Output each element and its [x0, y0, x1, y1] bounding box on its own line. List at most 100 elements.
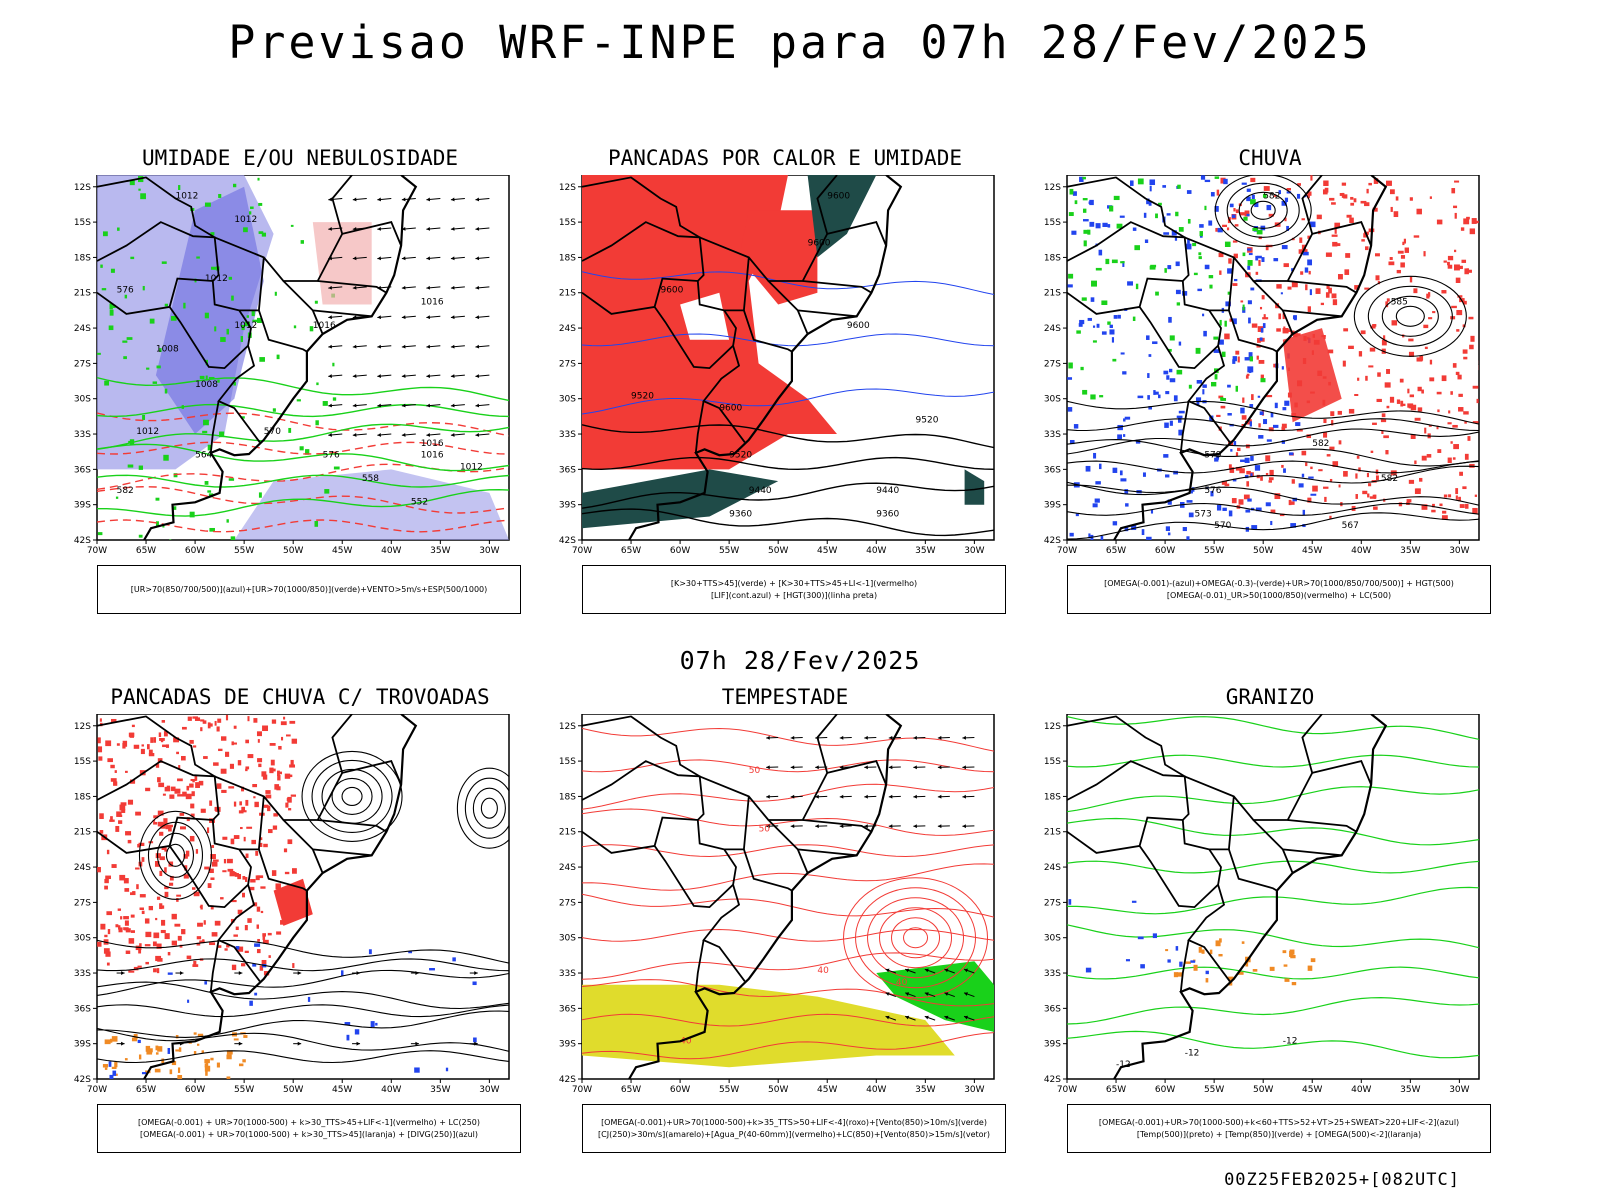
wind-vector-head	[450, 344, 455, 349]
field-speckle	[108, 325, 114, 331]
contour-line	[1067, 786, 1479, 813]
field-speckle	[1458, 496, 1461, 502]
field-speckle	[1400, 400, 1404, 407]
field-speckle	[104, 380, 110, 386]
wind-vector-head	[839, 794, 844, 799]
lat-tick-label: 27S	[1044, 359, 1061, 369]
state-border	[1287, 280, 1357, 294]
closed-contour	[331, 777, 373, 815]
field-speckle	[211, 845, 215, 848]
field-speckle	[1284, 400, 1290, 406]
field-speckle	[1227, 413, 1232, 416]
field-speckle	[1102, 222, 1108, 227]
field-speckle	[1366, 472, 1369, 478]
field-speckle	[191, 887, 196, 890]
field-speckle	[1216, 414, 1221, 418]
field-speckle	[1279, 513, 1285, 517]
wind-vector-head	[864, 735, 868, 740]
field-speckle	[202, 720, 207, 724]
field-speckle	[161, 919, 166, 926]
field-speckle	[217, 379, 220, 383]
field-speckle	[1258, 435, 1264, 439]
wind-vector-head	[885, 1015, 890, 1020]
field-speckle	[220, 337, 226, 342]
contour-label: 570	[1214, 521, 1231, 531]
field-speckle	[112, 1070, 117, 1076]
field-speckle	[124, 928, 128, 931]
state-border	[96, 760, 220, 854]
field-speckle	[1406, 499, 1412, 503]
field-speckle	[102, 1064, 109, 1068]
closed-contour	[1367, 285, 1453, 347]
field-speckle	[1232, 356, 1237, 362]
field-speckle	[275, 883, 281, 890]
contour-label: 1012	[234, 321, 257, 331]
field-speckle	[1246, 481, 1250, 487]
wind-vector-head	[328, 344, 332, 349]
field-speckle	[1455, 488, 1459, 495]
state-border	[767, 280, 809, 335]
field-speckle	[1428, 317, 1433, 320]
wind-vector-head	[475, 285, 480, 290]
field-speckle	[1454, 212, 1457, 219]
wind-vector-head	[352, 433, 357, 437]
field-speckle	[139, 943, 142, 949]
field-speckle	[271, 870, 277, 876]
field-speckle	[1205, 970, 1209, 975]
field-speckle	[276, 786, 281, 791]
field-speckle	[257, 177, 260, 181]
state-border	[258, 310, 308, 353]
field-speckle	[1282, 313, 1285, 320]
field-speckle	[196, 936, 202, 940]
field-speckle	[114, 1073, 118, 1076]
wind-vector-head	[238, 971, 243, 975]
wind-vector-head	[450, 285, 455, 290]
field-speckle	[271, 768, 276, 772]
state-border	[797, 848, 857, 857]
field-speckle	[1350, 196, 1354, 200]
contour-label: 40	[817, 966, 829, 976]
field-speckle	[115, 924, 119, 928]
field-speckle	[248, 211, 252, 215]
field-speckle	[333, 466, 340, 470]
lat-tick-label: 33S	[1044, 969, 1061, 979]
wind-vector-head	[790, 765, 795, 770]
field-speckle	[1142, 472, 1146, 477]
field-speckle	[1266, 394, 1273, 398]
field-speckle	[156, 943, 162, 949]
field-speckle	[244, 925, 248, 931]
field-speckle	[1251, 194, 1255, 200]
lat-tick-label: 36S	[1044, 1004, 1061, 1014]
field-speckle	[1349, 217, 1354, 224]
field-speckle	[1221, 351, 1226, 358]
panel-1-title: UMIDADE E/OU NEBULOSIDADE	[141, 146, 459, 170]
field-speckle	[202, 939, 205, 944]
contour-label: 582	[1263, 192, 1280, 202]
field-speckle	[263, 804, 269, 808]
field-speckle	[248, 886, 255, 891]
wind-vector-head	[377, 226, 382, 231]
field-speckle	[1325, 252, 1332, 257]
field-speckle	[1257, 337, 1261, 343]
field-speckle	[251, 310, 255, 317]
lon-tick-label: 30W	[479, 1085, 499, 1094]
field-speckle	[1109, 324, 1113, 329]
state-border	[702, 884, 746, 982]
field-speckle	[1455, 277, 1461, 283]
field-speckle	[280, 736, 284, 741]
field-speckle	[1265, 455, 1271, 462]
field-speckle	[244, 950, 249, 954]
field-speckle	[277, 775, 281, 781]
field-speckle	[228, 478, 235, 481]
field-speckle	[1346, 214, 1352, 218]
field-speckle	[111, 864, 117, 868]
field-speckle	[104, 878, 109, 884]
field-speckle	[1326, 454, 1331, 457]
field-speckle	[203, 756, 208, 759]
field-speckle	[1416, 208, 1422, 215]
field-speckle	[1246, 470, 1251, 475]
wind-vector-head	[924, 1015, 929, 1020]
contour-line	[1067, 924, 1479, 949]
field-speckle	[1230, 449, 1233, 452]
field-speckle	[1343, 471, 1348, 477]
